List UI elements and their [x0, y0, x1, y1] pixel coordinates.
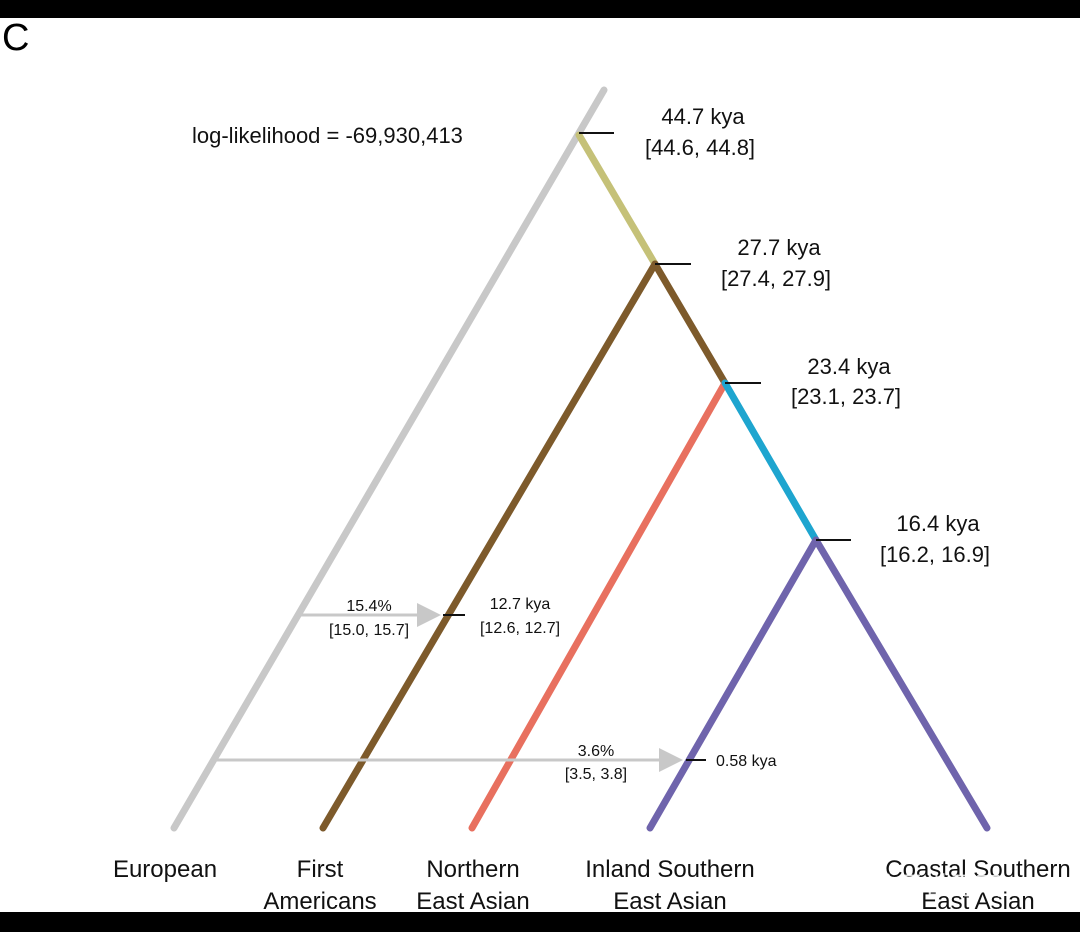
admix-1-percent: 15.4% [346, 598, 391, 615]
node-n2-time: 27.7 kya [737, 235, 821, 260]
admix-1-time-ci: [12.6, 12.7] [480, 620, 560, 637]
branch-n3-to-n4 [721, 379, 820, 544]
watermark: 知乎 @龍公子世无双 [760, 871, 1002, 901]
node-n2-ci: [27.4, 27.9] [721, 266, 831, 291]
leaf-european: European [113, 856, 217, 883]
leaf-northern-east-asian-line2: East Asian [416, 888, 529, 912]
branch-inland-southern [646, 536, 820, 832]
admix-2-ci: [3.5, 3.8] [565, 766, 627, 783]
leaf-inland-southern-line2: East Asian [613, 888, 726, 912]
branch-root-to-n2 [575, 131, 659, 268]
leaf-northern-east-asian-line1: Northern [426, 856, 519, 883]
branch-n2-to-n3 [651, 260, 729, 387]
node-n4-time: 16.4 kya [896, 511, 980, 536]
leaf-inland-southern-line1: Inland Southern [585, 856, 754, 883]
leaf-first-americans-line1: First [297, 856, 344, 883]
panel-label: C [2, 18, 29, 59]
admix-1-ci: [15.0, 15.7] [329, 622, 409, 639]
node-root-time: 44.7 kya [661, 104, 745, 129]
node-n3-time: 23.4 kya [807, 354, 891, 379]
node-root-ci: [44.6, 44.8] [645, 135, 755, 160]
branch-european [170, 86, 608, 832]
node-n3-ci: [23.1, 23.7] [791, 384, 901, 409]
node-n4-ci: [16.2, 16.9] [880, 542, 990, 567]
branch-first-americans [319, 260, 659, 832]
admix-1-time: 12.7 kya [490, 596, 551, 613]
log-likelihood-label: log-likelihood = -69,930,413 [192, 123, 463, 148]
admix-2-time: 0.58 kya [716, 753, 777, 770]
leaf-coastal-southern-line1: Coastal Southern [885, 856, 1070, 883]
branch-northern-east-asian [468, 379, 729, 832]
admix-2-percent: 3.6% [578, 743, 614, 760]
figure-canvas: C log-likelihood = -69,930,413 44.7 kya … [0, 18, 1080, 912]
branch-coastal-southern [812, 536, 991, 832]
tree-diagram: C log-likelihood = -69,930,413 44.7 kya … [2, 18, 1071, 912]
leaf-coastal-southern-line2: East Asian [921, 888, 1034, 912]
leaf-first-americans-line2: Americans [263, 888, 376, 912]
